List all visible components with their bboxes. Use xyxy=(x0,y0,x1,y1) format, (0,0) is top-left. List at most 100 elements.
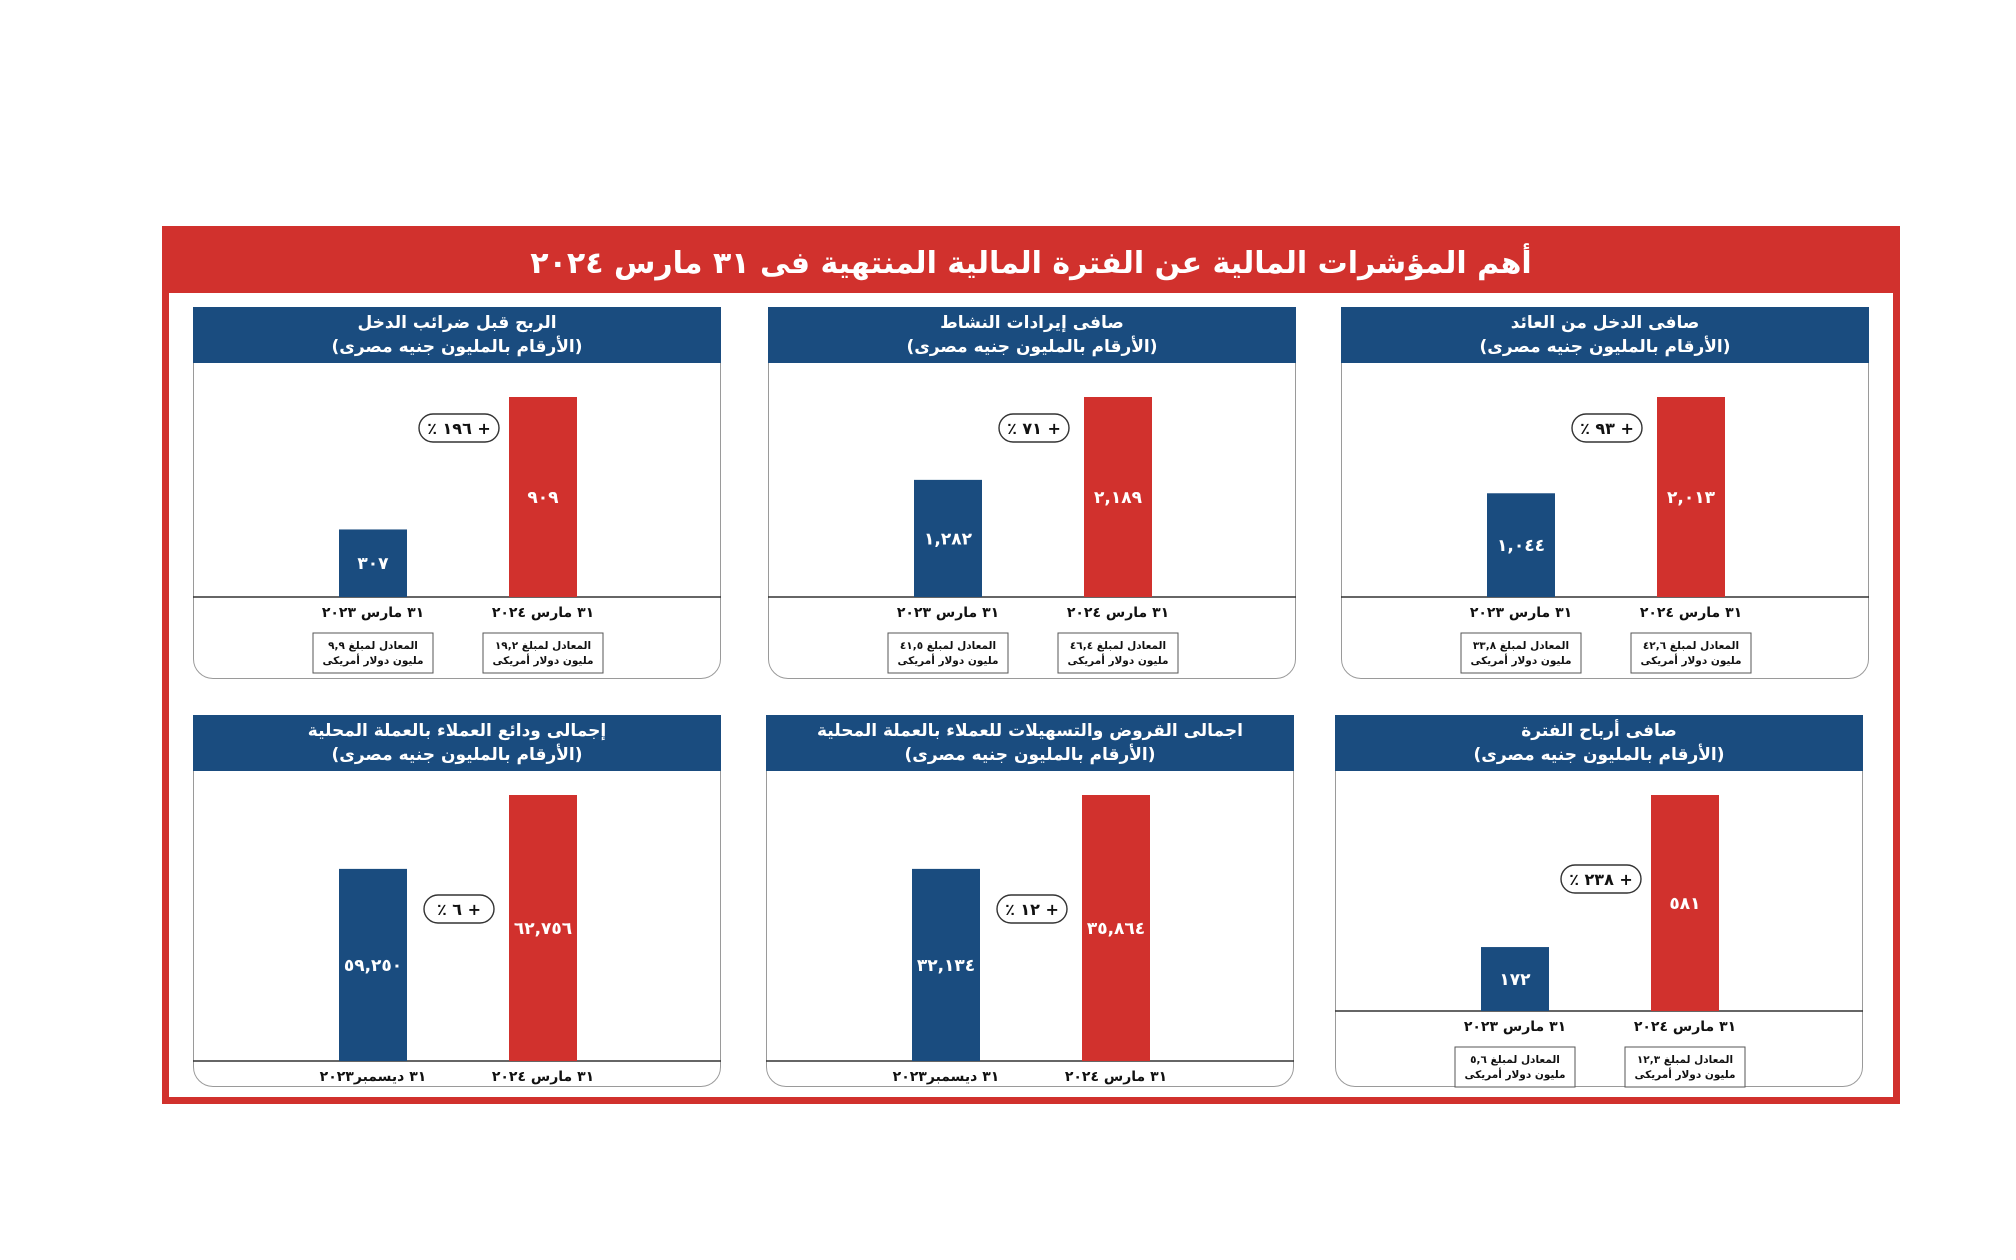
usd-equivalent-box xyxy=(887,632,1009,674)
bar-chart: ٣٢,١٣٤ ٣١ ديسمبر٢٠٢٣ ٣٥,٨٦٤ ٣١ مارس ٢٠٢٤ + ١… xyxy=(766,795,1294,1085)
x-tick-label: ٣١ مارس ٢٠٢٤ xyxy=(1634,1019,1736,1035)
usd-equivalent-text: مليون دولار أمريكى xyxy=(1464,1067,1565,1081)
panel-title: الربح قبل ضرائب الدخل xyxy=(357,313,557,333)
panel-title: صافى الدخل من العائد xyxy=(1510,313,1700,333)
change-badge xyxy=(996,894,1068,924)
panel-net-operating-income: صافى إيرادات النشاط (الأرقام بالمليون جن… xyxy=(768,307,1296,679)
bar-chart: ٣٠٧ ٣١ مارس ٢٠٢٣ ٩٠٩ ٣١ مارس ٢٠٢٤ + ١٩٦ ٪ الم… xyxy=(193,397,721,674)
bar-value-label: ١٧٢ xyxy=(1499,970,1531,990)
panel-subtitle: (الأرقام بالمليون جنيه مصرى) xyxy=(906,337,1158,357)
x-tick-label: ٣١ ديسمبر٢٠٢٣ xyxy=(320,1069,427,1085)
panel-subtitle: (الأرقام بالمليون جنيه مصرى) xyxy=(331,745,583,765)
bar-current xyxy=(1084,397,1152,597)
change-badge-text: + ٦ ٪ xyxy=(437,900,481,919)
x-tick-label: ٣١ مارس ٢٠٢٤ xyxy=(492,1069,594,1085)
change-badge xyxy=(418,413,500,443)
usd-equivalent-box xyxy=(482,632,604,674)
usd-equivalent-box xyxy=(1624,1046,1746,1088)
x-tick-label: ٣١ مارس ٢٠٢٣ xyxy=(897,605,999,621)
usd-equivalent-text: المعادل لمبلغ ٤٢,٦ xyxy=(1643,640,1739,652)
usd-equivalent-box xyxy=(312,632,434,674)
x-tick-label: ٣١ مارس ٢٠٢٣ xyxy=(1464,1019,1566,1035)
panel-header: صافى أرباح الفترة (الأرقام بالمليون جنيه… xyxy=(1335,715,1863,771)
panel-net-interest-income: صافى الدخل من العائد (الأرقام بالمليون ج… xyxy=(1341,307,1869,679)
x-tick-label: ٣١ مارس ٢٠٢٤ xyxy=(1065,1069,1167,1085)
panel-title: إجمالى ودائع العملاء بالعملة المحلية xyxy=(307,721,607,741)
panel-header: صافى الدخل من العائد (الأرقام بالمليون ج… xyxy=(1341,307,1869,363)
x-tick-label: ٣١ مارس ٢٠٢٤ xyxy=(1067,605,1169,621)
bar-previous xyxy=(339,868,407,1061)
usd-equivalent-text: المعادل لمبلغ ٥,٦ xyxy=(1470,1054,1560,1066)
usd-equivalent-text: المعادل لمبلغ ٩,٩ xyxy=(328,640,418,652)
usd-equivalent-box xyxy=(1460,632,1582,674)
bar-previous xyxy=(912,868,980,1061)
usd-equivalent-text: المعادل لمبلغ ٣٣,٨ xyxy=(1473,640,1569,652)
x-tick-label: ٣١ مارس ٢٠٢٤ xyxy=(492,605,594,621)
change-badge-text: + ٩٣ ٪ xyxy=(1580,419,1634,438)
bar-value-label: ٩٠٩ xyxy=(527,488,559,508)
panel-total-deposits: إجمالى ودائع العملاء بالعملة المحلية (ال… xyxy=(193,715,721,1087)
change-badge xyxy=(1571,413,1643,443)
bar-current xyxy=(1657,397,1725,597)
usd-equivalent-text: مليون دولار أمريكى xyxy=(1470,653,1571,667)
panel-subtitle: (الأرقام بالمليون جنيه مصرى) xyxy=(1479,337,1731,357)
change-badge xyxy=(423,894,495,924)
bar-value-label: ٥٨١ xyxy=(1669,894,1700,914)
bar-chart: ١,٢٨٢ ٣١ مارس ٢٠٢٣ ٢,١٨٩ ٣١ مارس ٢٠٢٤ + ٧١ ٪… xyxy=(768,397,1296,674)
bar-current xyxy=(1082,795,1150,1061)
page-title: أهم المؤشرات المالية عن الفترة المالية ا… xyxy=(169,233,1893,293)
panel-header: صافى إيرادات النشاط (الأرقام بالمليون جن… xyxy=(768,307,1296,363)
bar-value-label: ٣٥,٨٦٤ xyxy=(1087,919,1145,939)
panel-subtitle: (الأرقام بالمليون جنيه مصرى) xyxy=(1473,745,1725,765)
usd-equivalent-text: المعادل لمبلغ ١٢,٣ xyxy=(1637,1054,1733,1066)
x-tick-label: ٣١ مارس ٢٠٢٣ xyxy=(322,605,424,621)
bar-chart: ٥٩,٢٥٠ ٣١ ديسمبر٢٠٢٣ ٦٢,٧٥٦ ٣١ مارس ٢٠٢٤ + ٦… xyxy=(193,795,721,1085)
panel-subtitle: (الأرقام بالمليون جنيه مصرى) xyxy=(331,337,583,357)
panel-header: إجمالى ودائع العملاء بالعملة المحلية (ال… xyxy=(193,715,721,771)
x-tick-label: ٣١ مارس ٢٠٢٣ xyxy=(1470,605,1572,621)
bar-value-label: ٢,١٨٩ xyxy=(1094,488,1143,508)
usd-equivalent-box xyxy=(1057,632,1179,674)
bar-previous xyxy=(914,479,982,597)
usd-equivalent-text: مليون دولار أمريكى xyxy=(897,653,998,667)
usd-equivalent-text: مليون دولار أمريكى xyxy=(322,653,423,667)
bar-value-label: ٥٩,٢٥٠ xyxy=(344,956,402,976)
bar-current xyxy=(509,795,577,1061)
bar-value-label: ١,٠٤٤ xyxy=(1497,536,1545,556)
usd-equivalent-text: المعادل لمبلغ ٤٦,٤ xyxy=(1070,640,1166,652)
change-badge-text: + ١٩٦ ٪ xyxy=(427,419,491,438)
panel-title: اجمالى القروض والتسهيلات للعملاء بالعملة… xyxy=(817,721,1244,741)
usd-equivalent-text: المعادل لمبلغ ٤١,٥ xyxy=(900,640,996,652)
usd-equivalent-text: المعادل لمبلغ ١٩,٢ xyxy=(495,640,591,652)
bar-value-label: ٣٠٧ xyxy=(357,554,389,574)
usd-equivalent-text: مليون دولار أمريكى xyxy=(1634,1067,1735,1081)
bar-previous xyxy=(1481,947,1549,1011)
panel-title: صافى إيرادات النشاط xyxy=(940,313,1124,333)
bar-chart: ١٧٢ ٣١ مارس ٢٠٢٣ ٥٨١ ٣١ مارس ٢٠٢٤ + ٢٣٨ ٪ الم… xyxy=(1335,795,1863,1088)
panel-profit-before-tax: الربح قبل ضرائب الدخل (الأرقام بالمليون … xyxy=(193,307,721,679)
bar-value-label: ٣٢,١٣٤ xyxy=(917,956,975,976)
usd-equivalent-box xyxy=(1630,632,1752,674)
panel-header: اجمالى القروض والتسهيلات للعملاء بالعملة… xyxy=(766,715,1294,771)
change-badge-text: + ٧١ ٪ xyxy=(1007,419,1061,438)
bar-value-label: ٦٢,٧٥٦ xyxy=(514,919,572,939)
change-badge-text: + ١٢ ٪ xyxy=(1005,900,1059,919)
panel-subtitle: (الأرقام بالمليون جنيه مصرى) xyxy=(904,745,1156,765)
usd-equivalent-text: مليون دولار أمريكى xyxy=(1067,653,1168,667)
bar-current xyxy=(1651,795,1719,1011)
financial-indicators-frame: أهم المؤشرات المالية عن الفترة المالية ا… xyxy=(162,226,1900,1104)
bar-previous xyxy=(339,529,407,597)
change-badge xyxy=(1560,864,1642,894)
usd-equivalent-box xyxy=(1454,1046,1576,1088)
usd-equivalent-text: مليون دولار أمريكى xyxy=(492,653,593,667)
panel-title: صافى أرباح الفترة xyxy=(1521,721,1677,741)
change-badge-text: + ٢٣٨ ٪ xyxy=(1569,870,1633,889)
bar-value-label: ١,٢٨٢ xyxy=(924,529,973,549)
panel-header: الربح قبل ضرائب الدخل (الأرقام بالمليون … xyxy=(193,307,721,363)
usd-equivalent-text: مليون دولار أمريكى xyxy=(1640,653,1741,667)
bar-previous xyxy=(1487,493,1555,597)
change-badge xyxy=(998,413,1070,443)
panel-total-loans: اجمالى القروض والتسهيلات للعملاء بالعملة… xyxy=(766,715,1294,1087)
bar-current xyxy=(509,397,577,597)
bar-value-label: ٢,٠١٣ xyxy=(1667,488,1716,508)
